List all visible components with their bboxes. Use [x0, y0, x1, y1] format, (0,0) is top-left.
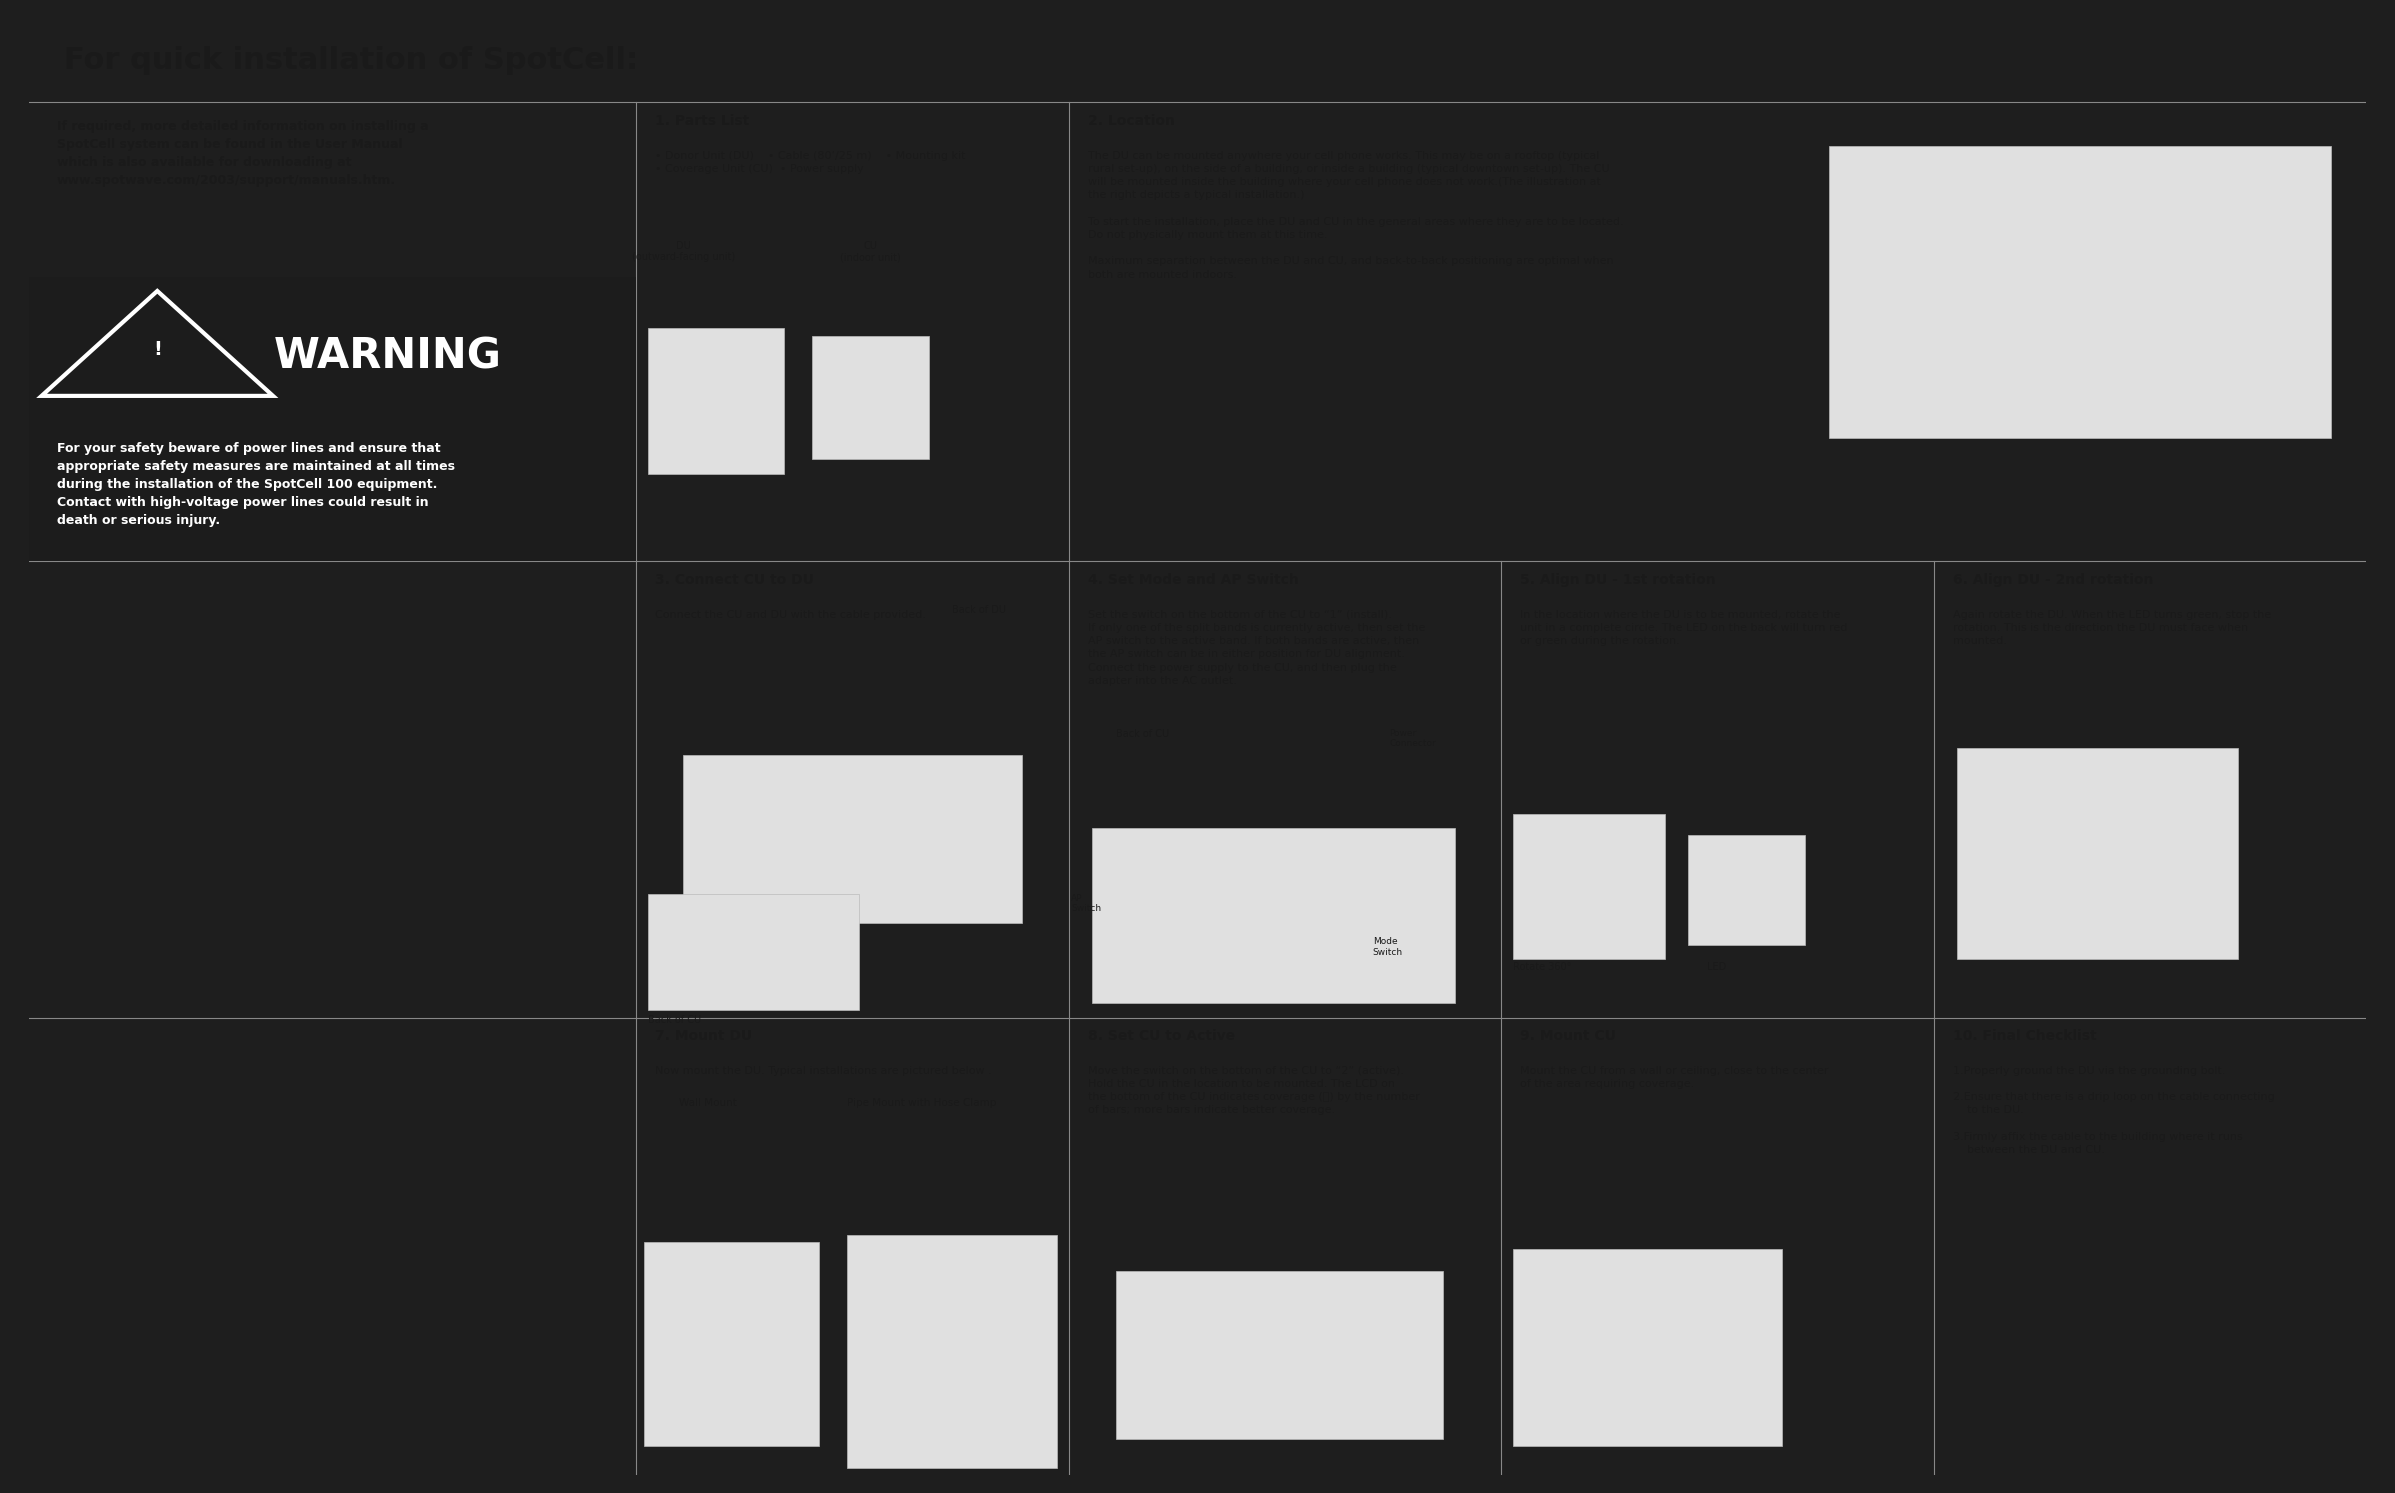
Text: CU
(indoor unit): CU (indoor unit) — [841, 240, 901, 263]
FancyBboxPatch shape — [1514, 1250, 1782, 1445]
Text: DU
(outward-facing unit): DU (outward-facing unit) — [632, 240, 735, 263]
FancyBboxPatch shape — [1092, 829, 1454, 1003]
Text: Wall Mount: Wall Mount — [678, 1097, 735, 1108]
Text: In the location where the DU is to be mounted, rotate the
unit in a complete cir: In the location where the DU is to be mo… — [1521, 609, 1847, 646]
Text: For quick installation of SpotCell:: For quick installation of SpotCell: — [65, 46, 637, 75]
Text: 3. Connect CU to DU: 3. Connect CU to DU — [656, 573, 814, 587]
Text: Back of DU: Back of DU — [953, 605, 1006, 615]
Text: Pipe Mount with Hose Clamp: Pipe Mount with Hose Clamp — [848, 1097, 996, 1108]
Text: Power
Connector: Power Connector — [1389, 729, 1437, 748]
Text: !: ! — [153, 340, 163, 358]
Text: 4. Set Mode and AP Switch: 4. Set Mode and AP Switch — [1087, 573, 1298, 587]
FancyBboxPatch shape — [1957, 748, 2237, 959]
Text: • Donor Unit (DU)    • Cable (80’/25 m)    • Mounting kit
• Coverage Unit (CU)  : • Donor Unit (DU) • Cable (80’/25 m) • M… — [656, 151, 965, 173]
Text: Connect the CU and DU with the cable provided.: Connect the CU and DU with the cable pro… — [656, 609, 927, 620]
Text: 6. Align DU - 2nd rotation: 6. Align DU - 2nd rotation — [1952, 573, 2153, 587]
Text: LED: LED — [1708, 961, 1727, 972]
Text: 5. Align DU - 1st rotation: 5. Align DU - 1st rotation — [1521, 573, 1715, 587]
FancyBboxPatch shape — [649, 894, 857, 1011]
Text: 7. Mount DU: 7. Mount DU — [656, 1029, 752, 1044]
FancyBboxPatch shape — [1116, 1271, 1442, 1439]
Text: WARNING: WARNING — [273, 336, 503, 378]
Text: 1.Properly ground the DU via the grounding bolt.

2.Ensure that there is a drip : 1.Properly ground the DU via the groundi… — [1952, 1066, 2275, 1156]
Text: For your safety beware of power lines and ensure that
appropriate safety measure: For your safety beware of power lines an… — [57, 442, 455, 527]
FancyBboxPatch shape — [644, 1242, 819, 1445]
Text: Mount the CU from a wall or ceiling, close to the center
of the area requiring c: Mount the CU from a wall or ceiling, clo… — [1521, 1066, 1827, 1088]
Text: The DU can be mounted anywhere your cell phone works. This may be on a rooftop (: The DU can be mounted anywhere your cell… — [1087, 151, 1624, 279]
Text: 9. Mount CU: 9. Mount CU — [1521, 1029, 1617, 1044]
Text: Back of CU: Back of CU — [649, 1015, 702, 1024]
Text: Rotate 360°: Rotate 360° — [1514, 961, 1571, 972]
Text: Back of CU: Back of CU — [1116, 729, 1169, 739]
Text: Move the switch on the bottom of the CU to “2” (active).
Hold the CU in the loca: Move the switch on the bottom of the CU … — [1087, 1066, 1420, 1115]
FancyBboxPatch shape — [1688, 836, 1806, 945]
Text: Now mount the DU. Typical installations are pictured below .: Now mount the DU. Typical installations … — [656, 1066, 992, 1076]
Text: 1. Parts List: 1. Parts List — [656, 113, 750, 128]
FancyBboxPatch shape — [649, 328, 783, 473]
Text: 8. Set CU to Active: 8. Set CU to Active — [1087, 1029, 1236, 1044]
FancyBboxPatch shape — [848, 1235, 1056, 1468]
Text: AP
Switch: AP Switch — [1071, 894, 1102, 914]
FancyBboxPatch shape — [1830, 146, 2330, 437]
Text: Again rotate the DU. When the LED turns green, stop the
rotation. This is the di: Again rotate the DU. When the LED turns … — [1952, 609, 2270, 646]
Text: If required, more detailed information on installing a
SpotCell system can be fo: If required, more detailed information o… — [57, 119, 429, 187]
Text: Set the switch on the bottom of the CU to “1” (install).
If only one of the spli: Set the switch on the bottom of the CU t… — [1087, 609, 1425, 685]
Text: 10. Final Checklist: 10. Final Checklist — [1952, 1029, 2096, 1044]
FancyBboxPatch shape — [683, 755, 1023, 923]
FancyBboxPatch shape — [29, 276, 637, 561]
Text: Mode
Switch: Mode Switch — [1372, 938, 1403, 957]
FancyBboxPatch shape — [812, 336, 929, 460]
Text: 2. Location: 2. Location — [1087, 113, 1174, 128]
FancyBboxPatch shape — [1514, 814, 1665, 959]
